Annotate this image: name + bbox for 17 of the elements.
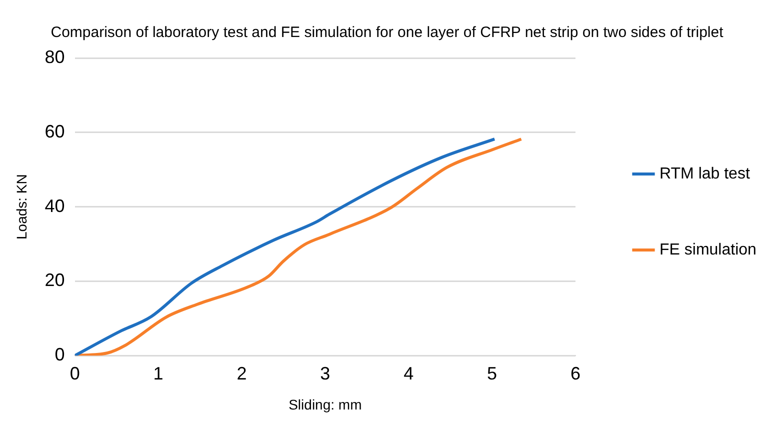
x-tick-label: 1 bbox=[153, 363, 164, 384]
y-axis-title: Loads: KN bbox=[13, 174, 30, 240]
y-tick-label: 0 bbox=[54, 344, 65, 365]
x-tick-label: 2 bbox=[236, 363, 247, 384]
chart-title: Comparison of laboratory test and FE simulation for one layer of CFRP net strip on two sides of triplet bbox=[50, 24, 724, 42]
y-tick-label: 20 bbox=[44, 270, 65, 290]
legend-label: FE simulation bbox=[660, 241, 756, 258]
x-tick-label: 6 bbox=[570, 363, 581, 384]
x-tick-label: 5 bbox=[487, 363, 498, 384]
x-tick-label: 0 bbox=[70, 363, 80, 384]
y-tick-label: 80 bbox=[44, 46, 65, 67]
x-axis-title: Sliding: mm bbox=[288, 396, 362, 412]
y-tick-label: 40 bbox=[44, 196, 65, 216]
x-tick-label: 4 bbox=[404, 363, 414, 384]
x-tick-label: 3 bbox=[320, 363, 330, 384]
legend-label: RTM lab test bbox=[660, 165, 750, 182]
y-tick-label: 60 bbox=[44, 121, 65, 142]
